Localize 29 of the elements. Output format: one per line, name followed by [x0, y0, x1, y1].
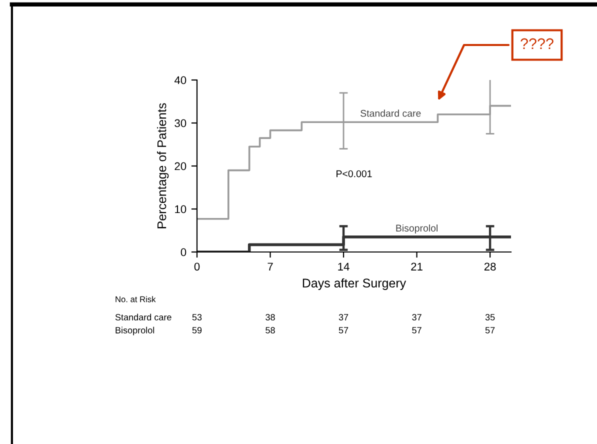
y-tick-label: 0 — [180, 248, 186, 256]
x-axis-title: Days after Surgery — [302, 278, 406, 290]
text: 57 — [338, 327, 348, 334]
x-tick-label: 21 — [411, 262, 422, 270]
text: 57 — [412, 327, 422, 334]
text: 57 — [485, 327, 495, 334]
x-tick-label: 7 — [268, 262, 273, 270]
y-tick-label: 30 — [174, 119, 186, 128]
text: ???? — [520, 38, 554, 49]
x-tick-label: 28 — [484, 262, 496, 271]
text: Standard care — [115, 314, 172, 320]
text: 53 — [192, 314, 202, 320]
text: 58 — [266, 327, 275, 334]
x-tick-label: 0 — [194, 262, 200, 271]
y-tick-label: 10 — [175, 205, 186, 214]
text: No. at Risk — [116, 296, 156, 302]
series-label: Bisoprolol — [396, 224, 438, 234]
text: 38 — [266, 314, 275, 320]
series-label: Standard care — [360, 110, 421, 117]
y-tick-label: 40 — [174, 76, 186, 84]
text: 59 — [192, 327, 202, 334]
text: Bisoprolol — [116, 326, 154, 336]
text: 35 — [485, 314, 495, 320]
x-tick-label: 14 — [338, 262, 350, 270]
text: 37 — [412, 314, 422, 320]
y-axis-title: Percentage of Patients — [157, 103, 169, 228]
text: 37 — [338, 314, 348, 320]
y-tick-label: 20 — [174, 162, 186, 170]
annotation: P<0.001 — [336, 170, 372, 178]
